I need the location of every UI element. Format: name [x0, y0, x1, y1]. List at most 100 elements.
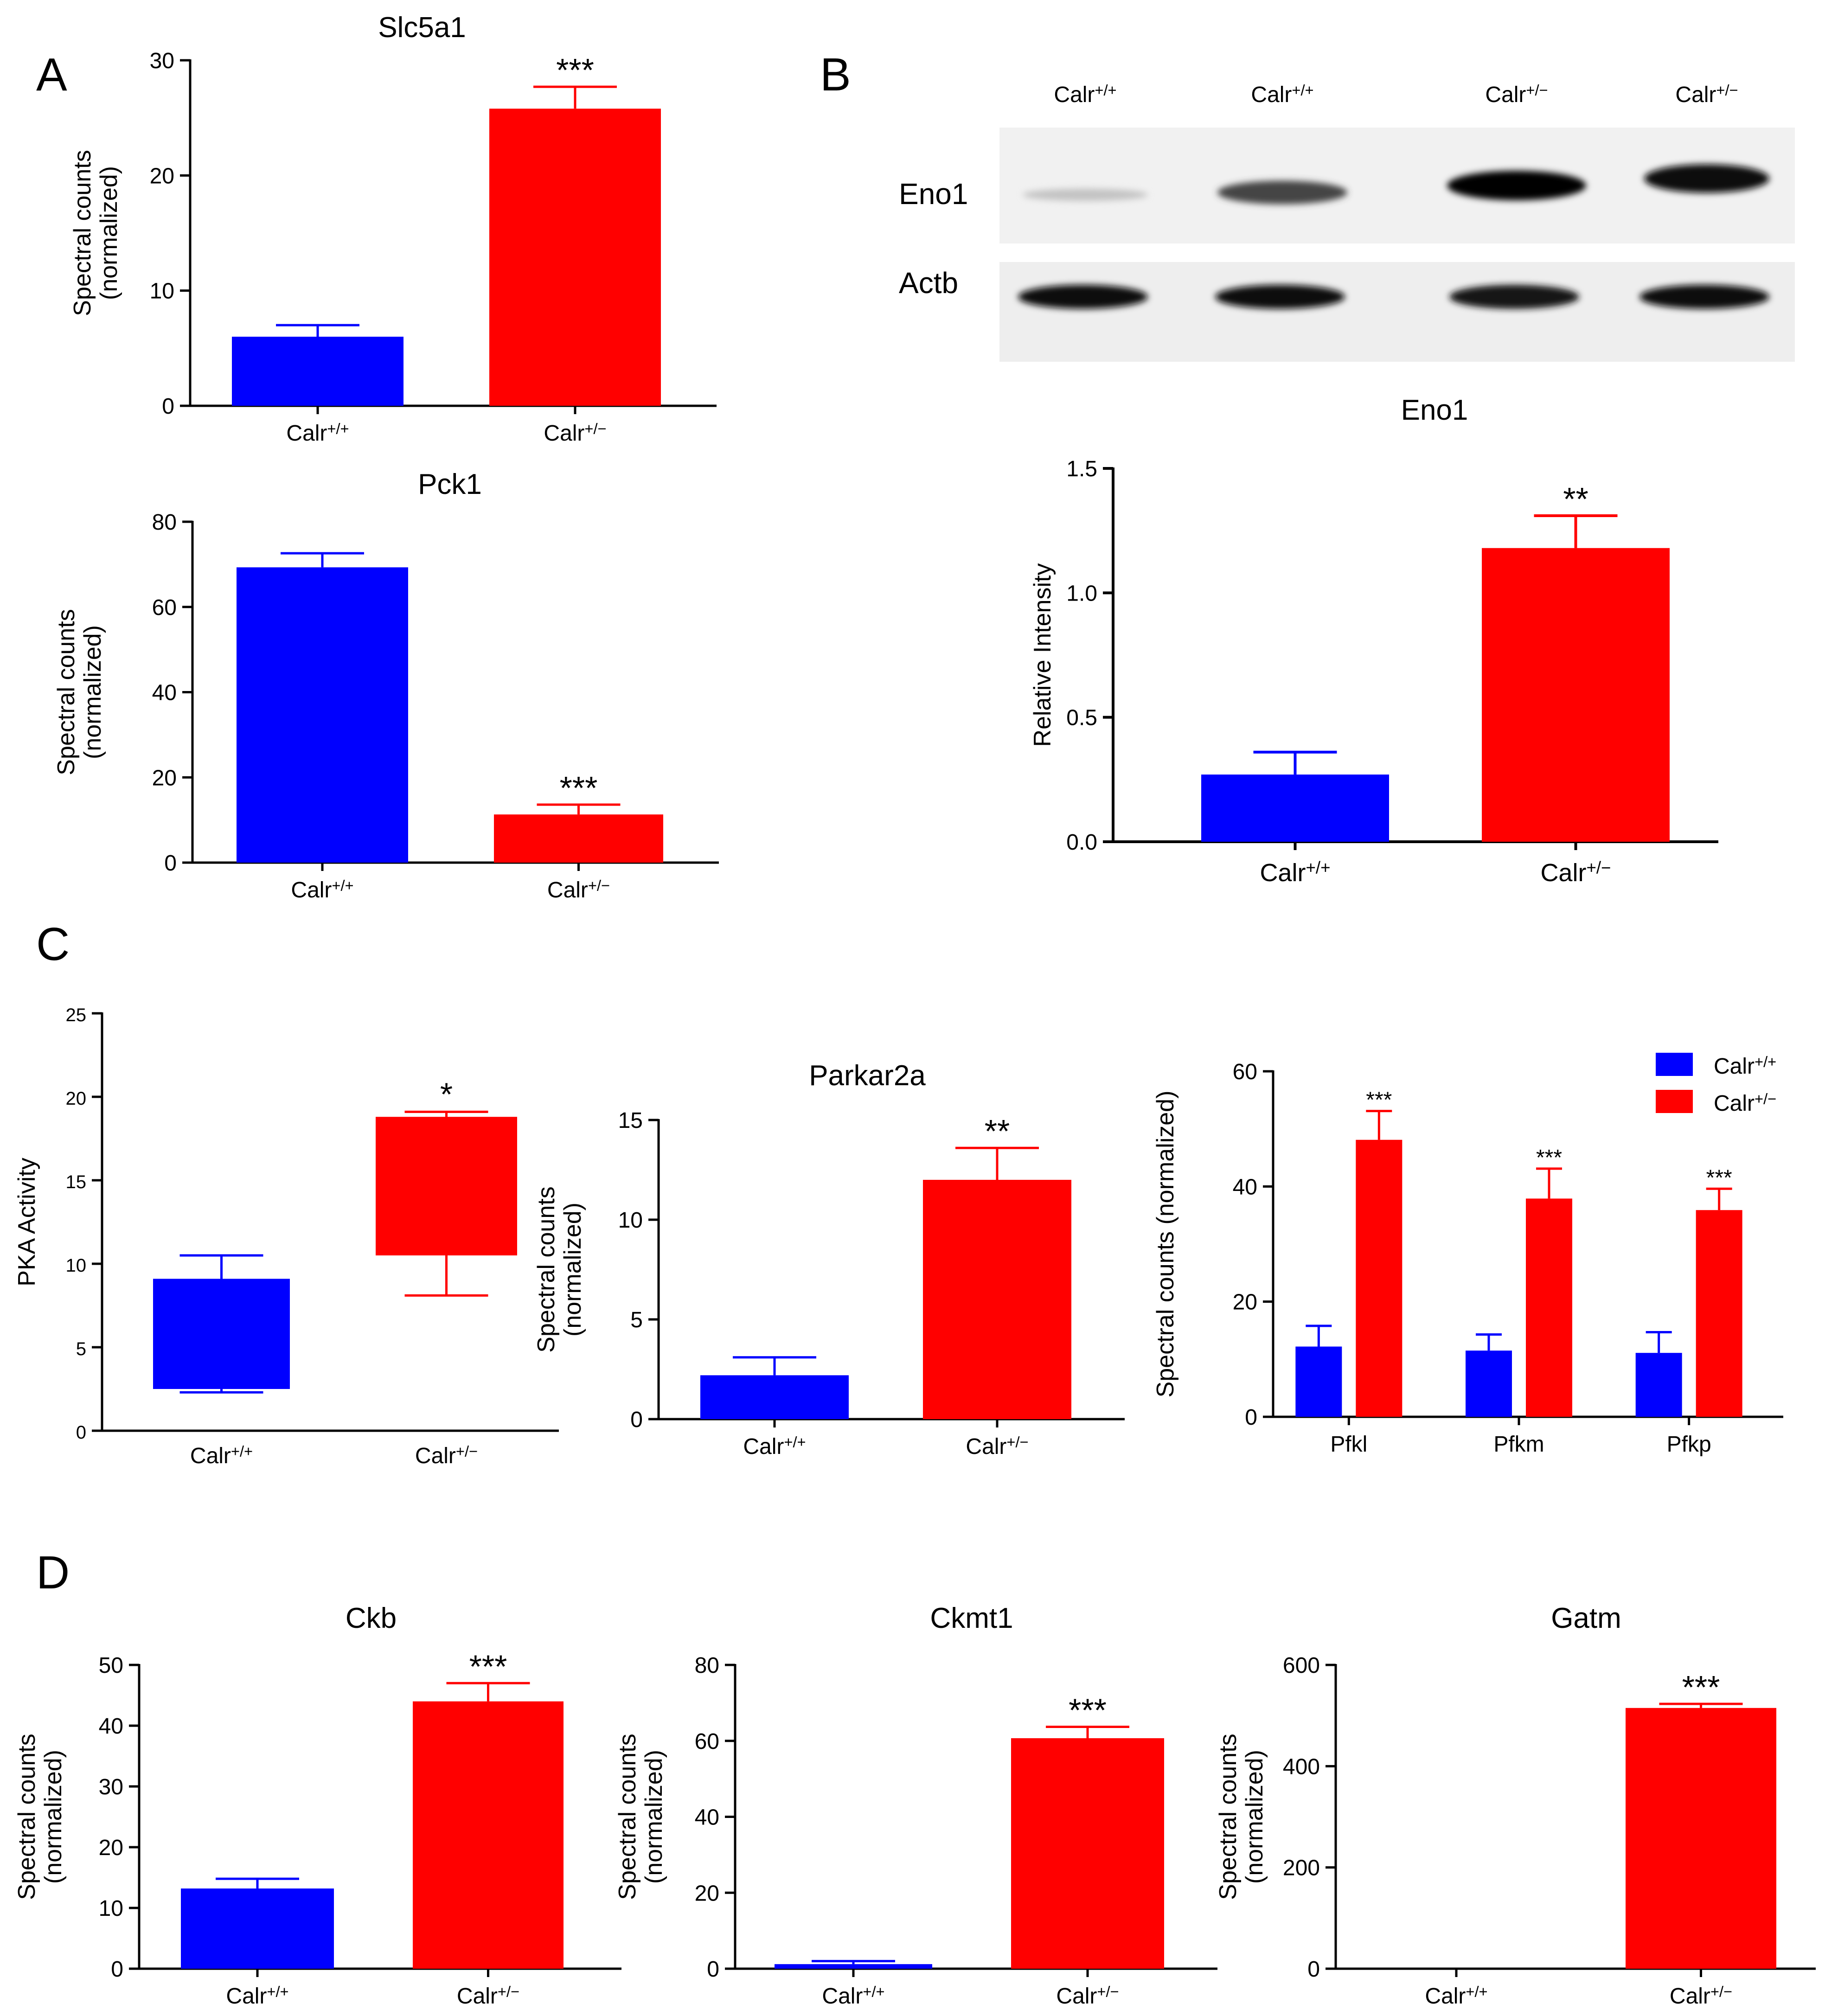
bar [1201, 774, 1389, 842]
bar [1295, 1346, 1342, 1417]
bar [1356, 1139, 1403, 1417]
blot-lane-labels: Calr+/+ Calr+/+ Calr+/− Calr+/− [1054, 81, 1738, 107]
legend: Calr+/+ Calr+/− [1656, 1053, 1776, 1116]
y-axis-label: Spectral counts (normalized) [1152, 1091, 1179, 1398]
significance-label: ** [985, 1113, 1010, 1149]
significance-label: *** [1069, 1692, 1107, 1728]
significance-label: *** [469, 1648, 507, 1684]
bar [181, 1888, 334, 1969]
bar [1011, 1738, 1164, 1969]
significance-label: *** [1366, 1088, 1392, 1113]
legend-swatch [1656, 1053, 1693, 1076]
y-tick-label: 50 [99, 1653, 123, 1678]
y-axis-label: Spectral counts(normalized) [13, 1734, 67, 1900]
y-tick-label: 15 [618, 1108, 643, 1133]
chart-slc5a1: Slc5a1 0 10 20 30 Spectral counts(normalized)… [69, 12, 717, 446]
bar [775, 1964, 932, 1969]
y-axis-label: Relative Intensity [1029, 563, 1056, 747]
blot-band-eno1 [1023, 188, 1148, 201]
y-tick-label: 0 [707, 1957, 719, 1982]
y-axis-label: PKA Activity [13, 1158, 40, 1286]
significance-label: ** [1563, 481, 1588, 517]
bar [1466, 1350, 1512, 1417]
bar [1696, 1210, 1742, 1417]
western-blot: Calr+/+ Calr+/+ Calr+/− Calr+/− Eno1 Actb [899, 81, 1795, 362]
y-tick-label: 400 [1283, 1754, 1320, 1779]
y-tick-label: 10 [618, 1208, 643, 1233]
x-tick-label: Calr+/− [544, 420, 606, 446]
bar [700, 1375, 849, 1419]
chart-title: Parkar2a [809, 1060, 926, 1092]
y-tick-label: 600 [1283, 1653, 1320, 1678]
y-tick-label: 10 [99, 1896, 123, 1921]
y-tick-label: 20 [150, 164, 174, 188]
y-tick-label: 1.5 [1066, 457, 1097, 481]
chart-pck1: Pck1 0 20 40 60 80 Spectral counts(normalized)… [53, 468, 719, 902]
y-tick-label: 25 [66, 1005, 87, 1025]
y-tick-label: 20 [152, 766, 177, 790]
x-tick-label: Calr+/− [1670, 1983, 1732, 2009]
x-tick-label: Calr+/+ [286, 420, 349, 446]
x-tick-label: Calr+/− [457, 1983, 519, 2009]
y-tick-label: 10 [150, 279, 174, 304]
blot-lane-label: Calr+/− [1485, 81, 1548, 107]
blot-band-eno1 [1217, 180, 1347, 205]
y-tick-label: 0 [164, 851, 177, 876]
y-tick-label: 80 [152, 510, 177, 535]
y-tick-label: 60 [695, 1729, 719, 1754]
blot-membrane-actb [999, 262, 1795, 362]
x-tick-label: Calr+/+ [1425, 1983, 1487, 2009]
panel-letter-a: A [36, 49, 67, 101]
y-tick-label: 40 [99, 1714, 123, 1739]
chart-gatm: Gatm 0 200 400 600 Spectral counts(normalized… [1215, 1602, 1816, 2009]
y-tick-label: 60 [152, 595, 177, 620]
blot-lane-label: Calr+/+ [1251, 81, 1313, 107]
bar [232, 337, 403, 406]
panel-letter-d: D [36, 1547, 70, 1599]
y-tick-label: 20 [66, 1088, 87, 1109]
x-tick-label: Calr+/+ [822, 1983, 884, 2009]
y-tick-label: 20 [695, 1881, 719, 1906]
y-tick-label: 0 [1245, 1405, 1257, 1430]
x-tick-label: Calr+/− [966, 1433, 1028, 1459]
y-axis-label: Spectral counts(normalized) [53, 609, 106, 775]
x-tick-label: Calr+/+ [190, 1442, 253, 1468]
x-tick-label: Pfkm [1493, 1432, 1544, 1457]
blot-row-label-eno1: Eno1 [899, 177, 968, 211]
y-tick-label: 30 [150, 49, 174, 73]
chart-title: Slc5a1 [378, 12, 466, 44]
blot-band-eno1 [1447, 171, 1586, 200]
y-axis-label: Spectral counts(normalized) [1215, 1734, 1268, 1900]
significance-label: *** [1706, 1165, 1732, 1190]
chart-pfk: 0 20 40 60 Spectral counts (normalized) *** Pf… [1152, 1053, 1783, 1457]
blot-band-actb [1639, 285, 1769, 309]
significance-label: *** [1682, 1669, 1720, 1705]
y-tick-label: 200 [1283, 1856, 1320, 1881]
bar [1482, 548, 1670, 842]
panel-letter-b: B [820, 49, 851, 101]
x-tick-label: Calr+/− [1540, 858, 1611, 887]
x-tick-label: Calr+/+ [226, 1983, 288, 2009]
blot-band-actb [1018, 285, 1148, 309]
chart-title: Ckb [346, 1602, 397, 1634]
y-tick-label: 30 [99, 1775, 123, 1799]
y-tick-label: 0 [1307, 1957, 1320, 1982]
y-tick-label: 0.0 [1066, 830, 1097, 855]
legend-label: Calr+/− [1714, 1090, 1776, 1116]
y-tick-label: 40 [152, 681, 177, 705]
y-tick-label: 80 [695, 1653, 719, 1678]
panel-letter-c: C [36, 918, 70, 970]
legend-label: Calr+/+ [1714, 1053, 1776, 1079]
blot-bands [1018, 164, 1769, 309]
y-tick-label: 5 [630, 1308, 643, 1332]
y-tick-label: 15 [66, 1172, 87, 1192]
y-axis-label: Spectral counts(normalized) [614, 1734, 667, 1900]
chart-pka: 0 5 10 15 20 25 PKA Activity Calr+/+ * Calr+/− [13, 1005, 559, 1468]
charts: Slc5a1 0 10 20 30 Spectral counts(normalized)… [13, 12, 1816, 2009]
box [153, 1279, 290, 1389]
blot-band-eno1 [1644, 164, 1769, 193]
bar [489, 109, 661, 406]
x-tick-label: Pfkp [1667, 1432, 1711, 1457]
y-tick-label: 0 [111, 1957, 123, 1982]
